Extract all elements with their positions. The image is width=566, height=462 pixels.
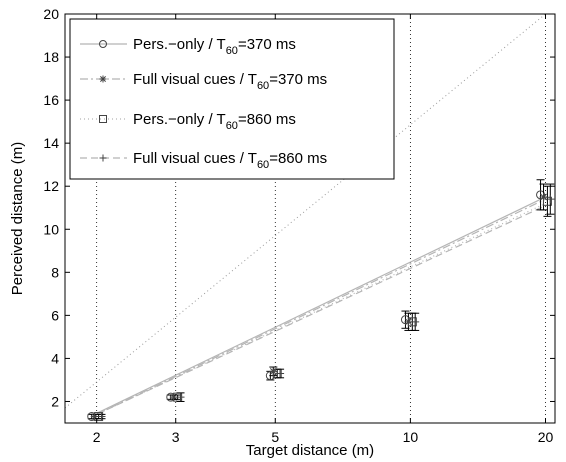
legend-label-subscript: 60 xyxy=(226,120,238,132)
x-tick-label: 2 xyxy=(93,429,101,445)
data-point xyxy=(99,154,107,162)
data-points xyxy=(87,179,555,422)
x-tick-label: 20 xyxy=(538,429,554,445)
fit-line xyxy=(96,196,546,414)
y-tick-label: 16 xyxy=(43,92,59,108)
fit-line xyxy=(96,202,546,415)
x-tick-label: 3 xyxy=(172,429,180,445)
y-tick-label: 10 xyxy=(43,221,59,237)
legend-label-tail: =860 ms xyxy=(238,111,296,128)
plot-frame xyxy=(64,13,556,424)
legend-label-main: Full visual cues / T xyxy=(133,150,257,167)
legend-label: Full visual cues / T60=860 ms xyxy=(133,150,327,171)
axis-ticks: 2 3 5 10 20 2 4 6 8 10 12 14 16 18 20 xyxy=(43,6,555,445)
y-tick-label: 4 xyxy=(51,350,59,366)
x-axis-title: Target distance (m) xyxy=(246,442,374,459)
data-point xyxy=(536,190,546,200)
legend-label-main: Pers.−only / T xyxy=(133,111,226,128)
legend-label-main: Pers.−only / T xyxy=(133,36,226,53)
legend-label-subscript: 60 xyxy=(257,159,269,171)
legend-label: Full visual cues / T60=370 ms xyxy=(133,71,327,92)
y-tick-label: 20 xyxy=(43,6,59,22)
legend-box xyxy=(69,18,395,180)
y-tick-label: 6 xyxy=(51,307,59,323)
data-point xyxy=(542,196,552,206)
fit-line xyxy=(96,198,546,415)
legend-label-main: Full visual cues / T xyxy=(133,71,257,88)
legend-label-subscript: 60 xyxy=(226,45,238,57)
legend-label-tail: =860 ms xyxy=(269,150,327,167)
fit-lines xyxy=(96,196,546,415)
y-tick-label: 2 xyxy=(51,393,59,409)
data-point xyxy=(99,75,107,83)
legend-label: Pers.−only / T60=370 ms xyxy=(133,36,296,57)
legend-label: Pers.−only / T60=860 ms xyxy=(133,111,296,132)
y-tick-label: 14 xyxy=(43,135,59,151)
data-point xyxy=(276,369,285,378)
x-tick-label: 10 xyxy=(403,429,419,445)
y-tick-label: 18 xyxy=(43,49,59,65)
data-point xyxy=(176,393,185,402)
y-tick-label: 12 xyxy=(43,178,59,194)
data-point xyxy=(400,315,410,325)
legend-label-subscript: 60 xyxy=(257,80,269,92)
x-tick-label: 5 xyxy=(271,429,279,445)
legend-label-tail: =370 ms xyxy=(238,36,296,53)
data-point xyxy=(99,40,107,48)
y-tick-label: 8 xyxy=(51,264,59,280)
data-point xyxy=(97,412,106,421)
data-point xyxy=(411,317,420,326)
y-axis-title: Perceived distance (m) xyxy=(9,142,26,295)
fit-line xyxy=(96,205,546,415)
data-point xyxy=(546,195,555,204)
data-point xyxy=(99,115,107,123)
legend-label-tail: =370 ms xyxy=(269,71,327,88)
